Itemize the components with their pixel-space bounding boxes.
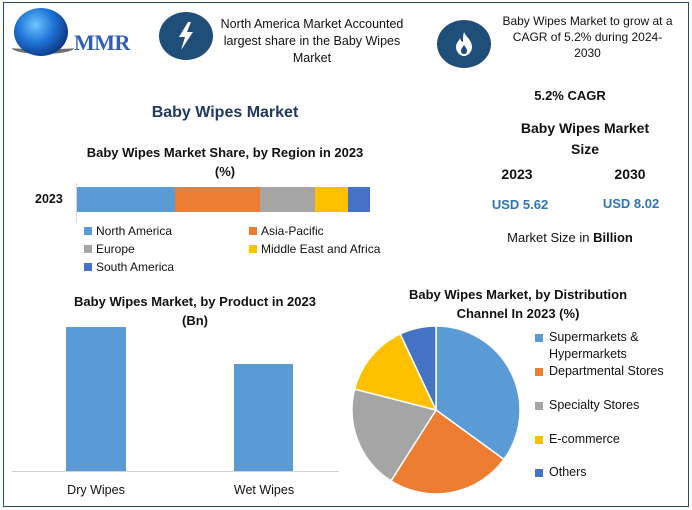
swatch [249, 245, 257, 253]
market-size-unit: Market Size in Billion [495, 230, 645, 245]
swatch [249, 227, 257, 235]
legend-label: South America [96, 260, 175, 274]
pie-legend-supermarkets: Supermarkets & Hypermarkets [535, 329, 685, 363]
value-2023: USD 5.62 [491, 197, 549, 212]
unit-bold: Billion [593, 230, 633, 245]
bar-dry-wipes [66, 327, 126, 471]
legend-label: North America [96, 224, 173, 238]
year-2030-label: 2030 [614, 166, 646, 182]
slice-others [399, 325, 437, 411]
product-chart-title-line2: (Bn) [182, 313, 208, 328]
swatch [535, 436, 543, 444]
swatch [535, 334, 543, 342]
region-chart-title-line1: Baby Wipes Market Share, by Region in 20… [86, 145, 364, 160]
label-wet-wipes: Wet Wipes [233, 483, 295, 497]
legend-mea: Middle East and Africa [249, 242, 380, 256]
pie-legend-departmental: Departmental Stores [535, 363, 692, 380]
product-chart-title: Baby Wipes Market, by Product in 2023 (B… [50, 292, 340, 330]
infographic-frame [3, 2, 689, 507]
channel-chart-title: Baby Wipes Market, by Distribution Chann… [378, 285, 658, 323]
product-chart-title-line1: Baby Wipes Market, by Product in 2023 [74, 294, 316, 309]
legend-label: Others [549, 465, 587, 479]
region-chart-title-line2: (%) [214, 164, 236, 179]
legend-label: Specialty Stores [549, 398, 640, 412]
swatch [84, 245, 92, 253]
label-dry-wipes: Dry Wipes [67, 483, 125, 497]
value-2030: USD 8.02 [602, 196, 660, 211]
legend-label: Supermarkets & Hypermarkets [549, 330, 639, 361]
unit-prefix: Market Size in [507, 230, 594, 245]
pie-legend-specialty: Specialty Stores [535, 397, 685, 414]
swatch [535, 469, 543, 477]
flame-icon [437, 20, 491, 68]
lightning-icon [159, 12, 213, 60]
channel-chart-title-line1: Baby Wipes Market, by Distribution [408, 287, 628, 302]
segment-north-america [77, 187, 175, 212]
page-title: Baby Wipes Market [151, 104, 299, 121]
product-axis-line [12, 471, 339, 472]
legend-label: Europe [96, 242, 135, 256]
cagr-info-text: Baby Wipes Market to grow at a CAGR of 5… [502, 14, 673, 60]
swatch [535, 368, 543, 376]
legend-label: Middle East and Africa [261, 242, 381, 256]
slice-departmental [389, 408, 506, 495]
segment-asia-pacific [174, 187, 260, 212]
legend-europe: Europe [84, 242, 135, 256]
channel-pie-chart [351, 325, 521, 495]
region-stacked-bar [77, 187, 370, 212]
north-america-info-text: North America Market Accounted largest s… [220, 17, 404, 65]
channel-chart-title-line2: Channel In 2023 (%) [456, 306, 580, 321]
legend-north-america: North America [84, 224, 172, 238]
bar-wet-wipes [234, 364, 293, 471]
swatch [84, 227, 92, 235]
pie-legend-others: Others [535, 464, 685, 481]
segment-europe [259, 187, 315, 212]
cagr-label: 5.2% CAGR [534, 88, 606, 103]
legend-south-america: South America [84, 260, 174, 274]
slice-supermarkets [435, 325, 521, 461]
legend-label: Departmental Stores [549, 364, 664, 378]
slice-ecommerce [353, 332, 438, 412]
segment-mea [314, 187, 348, 212]
region-axis-line [76, 183, 77, 223]
legend-asia-pacific: Asia-Pacific [249, 224, 324, 238]
slice-specialty [351, 388, 438, 482]
region-row-label: 2023 [35, 192, 63, 206]
market-size-title: Baby Wipes Market Size [520, 120, 650, 157]
year-2023-label: 2023 [501, 166, 533, 182]
globe-icon [14, 8, 68, 56]
pie-legend-ecommerce: E-commerce [535, 431, 685, 448]
legend-label: Asia-Pacific [261, 224, 324, 238]
segment-south-america [348, 187, 370, 212]
region-chart-title: Baby Wipes Market Share, by Region in 20… [60, 143, 390, 181]
swatch [84, 263, 92, 271]
logo-text: MMR [74, 30, 130, 55]
legend-label: E-commerce [549, 432, 620, 446]
swatch [535, 402, 543, 410]
